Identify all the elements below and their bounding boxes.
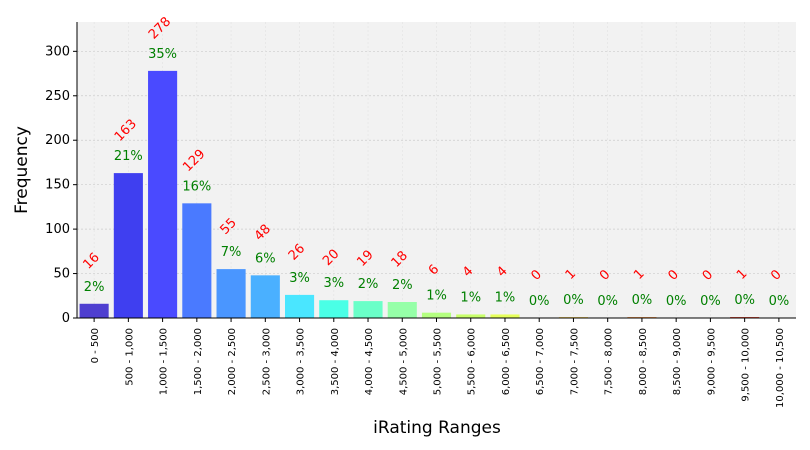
percent-label: 35% — [148, 47, 177, 62]
percent-label: 2% — [84, 280, 105, 295]
bars — [79, 70, 760, 318]
percent-label: 0% — [529, 294, 550, 309]
y-tick-label: 100 — [45, 222, 70, 237]
bar — [182, 203, 212, 318]
x-tick-label: 6,000 - 6,500 — [501, 328, 512, 395]
bar — [319, 300, 349, 318]
x-tick-label: 6,500 - 7,000 — [535, 328, 546, 395]
bar — [216, 269, 246, 318]
y-axis-label: Frequency — [12, 126, 32, 214]
x-tick-label: 8,500 - 9,000 — [672, 328, 683, 395]
y-tick-label: 200 — [45, 133, 70, 148]
percent-label: 16% — [182, 179, 211, 194]
x-tick-label: 500 - 1,000 — [124, 328, 135, 386]
x-tick-label: 10,000 - 10,500 — [775, 328, 786, 408]
x-tick-label: 9,000 - 9,500 — [706, 328, 717, 395]
percent-label: 0% — [597, 294, 618, 309]
x-axis-label: iRating Ranges — [373, 418, 501, 438]
y-tick-label: 50 — [53, 267, 70, 282]
percent-label: 1% — [426, 289, 447, 304]
x-axis-ticks: 0 - 500 500 - 1,000 1,000 - 1,500 1,500 - 2… — [90, 318, 786, 408]
x-tick-label: 4,500 - 5,000 — [398, 328, 409, 395]
bar — [113, 173, 143, 318]
x-tick-label: 1,500 - 2,000 — [193, 328, 204, 395]
percent-label: 0% — [769, 294, 790, 309]
x-tick-label: 3,500 - 4,000 — [330, 328, 341, 395]
percent-label: 7% — [221, 245, 242, 260]
y-tick-label: 300 — [45, 44, 70, 59]
x-tick-label: 3,000 - 3,500 — [296, 328, 307, 395]
x-tick-label: 1,000 - 1,500 — [159, 328, 170, 395]
percent-label: 1% — [495, 290, 516, 305]
bar — [387, 302, 417, 318]
gridlines — [77, 22, 796, 319]
percent-label: 3% — [289, 271, 310, 286]
percent-label: 21% — [114, 149, 143, 164]
bar — [456, 314, 486, 318]
bar — [148, 70, 178, 318]
x-tick-label: 5,500 - 6,000 — [467, 328, 478, 395]
y-tick-label: 150 — [45, 178, 70, 193]
percent-label: 0% — [632, 293, 653, 308]
bar — [250, 275, 280, 318]
y-tick-label: 0 — [62, 311, 70, 326]
percent-label: 3% — [323, 276, 344, 291]
percent-label: 0% — [563, 293, 584, 308]
x-tick-label: 5,000 - 5,500 — [433, 328, 444, 395]
bar — [421, 312, 452, 318]
bar — [79, 303, 109, 318]
x-tick-label: 8,000 - 8,500 — [638, 328, 649, 395]
percent-label: 6% — [255, 251, 276, 266]
y-axis-ticks: 0 50 100 150 200 250 300 — [45, 44, 77, 326]
x-tick-label: 7,500 - 8,000 — [604, 328, 615, 395]
percent-label: 2% — [358, 277, 379, 292]
percent-label: 1% — [460, 290, 481, 305]
bar — [490, 314, 520, 318]
percent-label: 2% — [392, 278, 413, 293]
percent-label: 0% — [700, 294, 721, 309]
x-tick-label: 7,000 - 7,500 — [569, 328, 580, 395]
bar — [284, 294, 315, 318]
bar — [353, 301, 383, 318]
x-tick-label: 0 - 500 — [90, 328, 101, 363]
x-tick-label: 2,000 - 2,500 — [227, 328, 238, 395]
percent-label: 0% — [666, 294, 687, 309]
percent-label: 0% — [734, 293, 755, 308]
x-tick-label: 2,500 - 3,000 — [261, 328, 272, 395]
y-tick-label: 250 — [45, 89, 70, 104]
x-tick-label: 9,500 - 10,000 — [741, 328, 752, 402]
x-tick-label: 4,000 - 4,500 — [364, 328, 375, 395]
